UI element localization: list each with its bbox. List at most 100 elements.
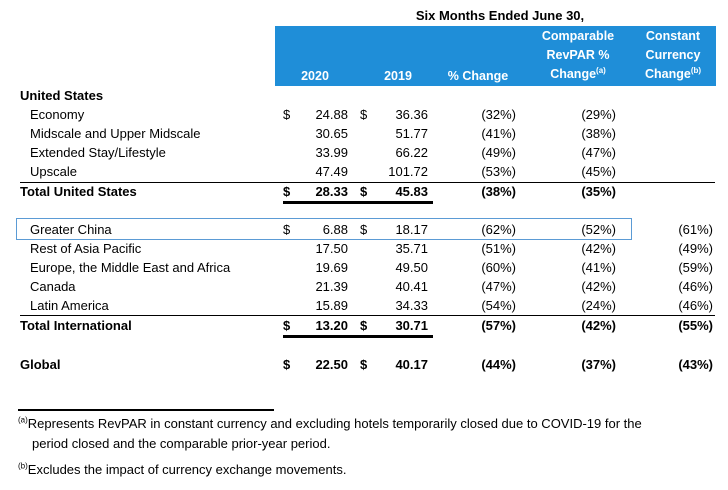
dollar-sign-2019: $: [360, 184, 368, 199]
value-2019: 35.71: [395, 241, 428, 256]
constant-currency-change: (43%): [678, 357, 713, 372]
greater-china-highlight-box: [16, 218, 632, 240]
row-label: Extended Stay/Lifestyle: [30, 145, 166, 160]
pct-change: (54%): [481, 298, 516, 313]
dollar-sign-2019: $: [360, 222, 368, 237]
value-2019: 66.22: [395, 145, 428, 160]
intl-table-row: Canada 21.39 40.41 (47%) (42%) (46%): [0, 277, 728, 296]
row-label: Europe, the Middle East and Africa: [30, 260, 231, 275]
value-2019: 40.41: [395, 279, 428, 294]
value-2020: 21.39: [315, 279, 348, 294]
us-table-row: Upscale 47.49 101.72 (53%) (45%): [0, 162, 728, 181]
value-2020: 17.50: [315, 241, 348, 256]
constant-currency-change: (46%): [678, 279, 713, 294]
comparable-revpar-change: (42%): [581, 318, 616, 333]
row-label: Total International: [20, 318, 132, 333]
col-revpar-header-line2: RevPAR %: [546, 48, 610, 62]
comparable-revpar-change: (29%): [581, 107, 616, 122]
intl-table-row: Greater China $6.88 $18.17 (62%) (52%) (61%): [0, 220, 728, 239]
row-label: Canada: [30, 279, 76, 294]
row-label: Latin America: [30, 298, 109, 313]
comparable-revpar-change: (35%): [581, 184, 616, 199]
pct-change: (62%): [481, 222, 516, 237]
constant-currency-change: (59%): [678, 260, 713, 275]
intl-total-rule: [20, 315, 715, 316]
row-label: Economy: [30, 107, 85, 122]
col-pct-change-header: % Change: [447, 69, 509, 83]
row-label: Total United States: [20, 184, 137, 199]
value-2020: 19.69: [315, 260, 348, 275]
comparable-revpar-change: (52%): [581, 222, 616, 237]
dollar-sign-2020: $: [283, 222, 291, 237]
footnote-a-ref: (a): [596, 65, 606, 75]
pct-change: (57%): [481, 318, 516, 333]
comparable-revpar-change: (45%): [581, 164, 616, 179]
pct-change: (51%): [481, 241, 516, 256]
value-2020: 6.88: [322, 222, 348, 237]
value-2020: 15.89: [315, 298, 348, 313]
value-2020: 47.49: [315, 164, 348, 179]
constant-currency-change: (61%): [678, 222, 713, 237]
value-2019: 101.72: [388, 164, 428, 179]
value-2019: 30.71: [395, 318, 428, 333]
dollar-sign-2019: $: [360, 318, 368, 333]
pct-change: (32%): [481, 107, 516, 122]
pct-change: (41%): [481, 126, 516, 141]
us-table-row: Midscale and Upper Midscale 30.65 51.77 (41…: [0, 124, 728, 143]
row-label: Rest of Asia Pacific: [30, 241, 142, 256]
footnote-b: (b)Excludes the impact of currency excha…: [18, 461, 347, 477]
col-2019-header: 2019: [384, 69, 412, 83]
pct-change: (44%): [481, 357, 516, 372]
period-title: Six Months Ended June 30,: [415, 8, 585, 23]
col-cc-header-line2: Currency: [645, 48, 701, 62]
intl-table-row: Rest of Asia Pacific 17.50 35.71 (51%) (42%)…: [0, 239, 728, 258]
dollar-sign-2020: $: [283, 318, 291, 333]
comparable-revpar-change: (41%): [581, 260, 616, 275]
dollar-sign-2020: $: [283, 107, 291, 122]
value-2019: 40.17: [395, 357, 428, 372]
intl-total-double-rule: [283, 335, 433, 338]
pct-change: (60%): [481, 260, 516, 275]
constant-currency-change: (55%): [678, 318, 713, 333]
row-label: Global: [20, 357, 61, 372]
value-2019: 18.17: [395, 222, 428, 237]
pct-change: (38%): [481, 184, 516, 199]
col-2020-header: 2020: [301, 69, 329, 83]
value-2020: 28.33: [315, 184, 348, 199]
footnote-divider: [18, 409, 274, 411]
footnote-a-line1: (a)Represents RevPAR in constant currenc…: [18, 415, 642, 431]
dollar-sign-2019: $: [360, 107, 368, 122]
value-2020: 24.88: [315, 107, 348, 122]
value-2020: 22.50: [315, 357, 348, 372]
col-revpar-header-line1: Comparable: [541, 29, 615, 43]
global-row: Global $22.50 $40.17 (44%) (37%) (43%): [0, 355, 728, 374]
value-2019: 36.36: [395, 107, 428, 122]
value-2020: 13.20: [315, 318, 348, 333]
value-2019: 51.77: [395, 126, 428, 141]
row-label: Upscale: [30, 164, 77, 179]
col-revpar-header-line3: Change(a): [550, 65, 606, 81]
us-total-rule: [20, 182, 715, 183]
intl-table-row: Europe, the Middle East and Africa 19.69 4…: [0, 258, 728, 277]
us-table-row: Economy $24.88 $36.36 (32%) (29%): [0, 105, 728, 124]
row-label: Greater China: [30, 222, 112, 237]
comparable-revpar-change: (38%): [581, 126, 616, 141]
value-2019: 49.50: [395, 260, 428, 275]
footnote-b-ref: (b): [690, 65, 702, 75]
dollar-sign-2020: $: [283, 357, 291, 372]
intl-table-row: Latin America 15.89 34.33 (54%) (24%) (46%): [0, 296, 728, 315]
comparable-revpar-change: (24%): [581, 298, 616, 313]
us-total-double-rule: [283, 201, 433, 204]
value-2020: 30.65: [315, 126, 348, 141]
comparable-revpar-change: (47%): [581, 145, 616, 160]
row-label: Midscale and Upper Midscale: [30, 126, 201, 141]
dollar-sign-2020: $: [283, 184, 291, 199]
pct-change: (47%): [481, 279, 516, 294]
section-title-united-states: United States: [20, 88, 104, 103]
us-total-row: Total United States $28.33 $45.83 (38%) (35%…: [0, 182, 728, 201]
intl-total-row: Total International $13.20 $30.71 (57%) (42%…: [0, 316, 728, 335]
comparable-revpar-change: (37%): [581, 357, 616, 372]
column-header-band: [275, 26, 716, 86]
value-2019: 34.33: [395, 298, 428, 313]
comparable-revpar-change: (42%): [581, 241, 616, 256]
